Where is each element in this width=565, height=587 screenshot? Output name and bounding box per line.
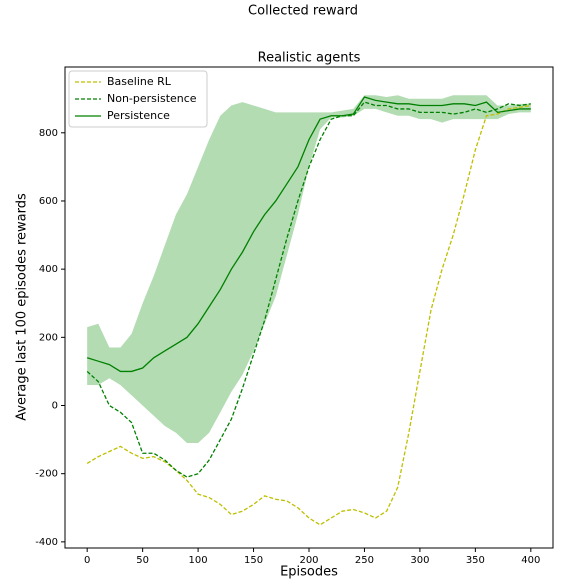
suptitle: Collected reward (248, 4, 358, 19)
x-tick-label: 200 (299, 555, 318, 566)
legend-box (68, 70, 208, 128)
x-tick-label: 0 (84, 555, 90, 566)
legend-label: Persistence (107, 109, 170, 122)
x-tick-label: 400 (521, 555, 540, 566)
y-tick-label: 600 (39, 196, 58, 207)
line (86, 101, 531, 478)
x-tick-label: 50 (136, 555, 149, 566)
x-tick-label: 300 (410, 555, 429, 566)
legend-label: Non-persistence (107, 92, 197, 105)
chart-title: Realistic agents (258, 51, 361, 66)
y-tick-label: 400 (39, 264, 58, 275)
y-tick-label: 800 (39, 128, 58, 139)
line (86, 96, 531, 373)
x-tick-label: 100 (189, 555, 208, 566)
legend-label: Baseline RL (107, 75, 172, 88)
x-tick-label: 150 (244, 555, 263, 566)
y-axis-label: Average last 100 episodes rewards (15, 193, 30, 421)
x-tick-label: 250 (355, 555, 374, 566)
x-axis-label: Episodes (280, 565, 338, 580)
x-tick-label: 350 (466, 555, 485, 566)
y-tick-label: 200 (39, 332, 58, 343)
line (86, 104, 531, 526)
plot-frame (64, 66, 554, 549)
y-tick-label: -400 (35, 537, 58, 548)
band (87, 95, 531, 444)
y-tick-label: 0 (52, 401, 58, 412)
y-tick-label: -200 (35, 469, 58, 480)
